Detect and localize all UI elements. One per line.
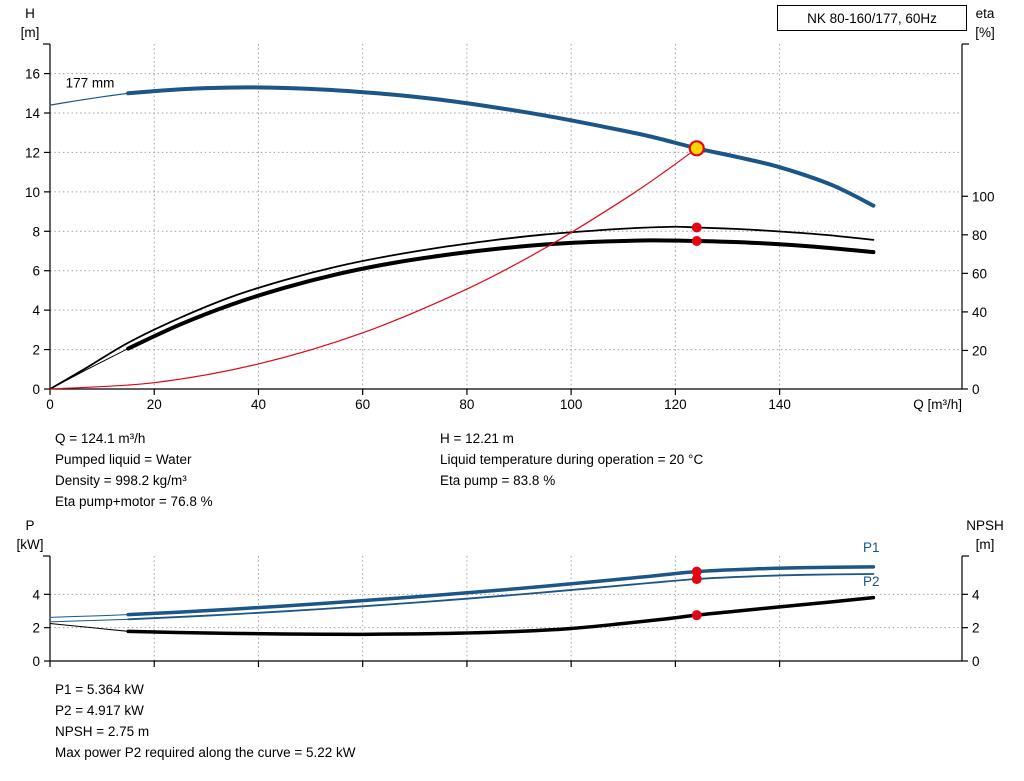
y-right-tick-label: 0 xyxy=(972,654,980,669)
y-left-axis-label: [kW] xyxy=(17,537,44,552)
eta-pump-motor-lead xyxy=(49,348,129,390)
pump-model-title-box: NK 80-160/177, 60Hz xyxy=(777,5,967,31)
y-left-tick-label: 4 xyxy=(32,587,40,602)
head-eta-chart: 0 20 40 60 80 100 120 140 0 2 4 6 8 10 12 14 16 0 20 40 60 80… xyxy=(21,6,995,412)
info-line-eta-total: Eta pump+motor = 76.8 % xyxy=(55,494,213,509)
y-left-tick-label: 14 xyxy=(25,106,41,121)
info-line-head: H = 12.21 m xyxy=(440,431,514,446)
system-curve xyxy=(49,147,698,390)
eta-pump-motor-duty-dot xyxy=(691,235,702,246)
info-line-npsh: NPSH = 2.75 m xyxy=(55,724,150,739)
x-tick-label: 140 xyxy=(768,397,791,412)
info-line-liquid: Pumped liquid = Water xyxy=(55,452,192,467)
impeller-diameter-label: 177 mm xyxy=(66,75,115,90)
y-right-tick-label: 80 xyxy=(972,228,987,243)
p1-curve xyxy=(126,565,876,617)
y-left-axis-label: [m] xyxy=(21,25,40,40)
x-tick-label: 80 xyxy=(459,397,474,412)
p1-label: P1 xyxy=(863,540,880,555)
y-right-tick-label: 40 xyxy=(972,305,987,320)
y-left-axis-label: H xyxy=(25,6,35,21)
y-right-tick-label: 100 xyxy=(972,189,995,204)
y-right-tick-label: 2 xyxy=(972,621,980,636)
y-right-tick-label: 20 xyxy=(972,343,987,358)
operating-point-marker[interactable] xyxy=(688,140,705,157)
x-tick-label: 0 xyxy=(46,397,54,412)
info-line-flow: Q = 124.1 m³/h xyxy=(55,431,146,446)
y-left-axis-label: P xyxy=(25,518,34,533)
head-curve-177mm xyxy=(126,85,876,208)
y-left-tick-label: 2 xyxy=(32,621,40,636)
power-npsh-info: P1 = 5.364 kW P2 = 4.917 kW NPSH = 2.75 … xyxy=(55,679,356,763)
p1-curve-lead xyxy=(49,614,129,618)
x-tick-label: 60 xyxy=(355,397,370,412)
info-line-max-p2: Max power P2 required along the curve = … xyxy=(55,745,356,760)
p2-curve xyxy=(127,573,875,621)
eta-pump-curve xyxy=(49,225,875,390)
x-tick-label: 20 xyxy=(147,397,162,412)
y-left-tick-label: 8 xyxy=(32,224,40,239)
y-left-tick-label: 0 xyxy=(32,382,40,397)
x-tick-label: 100 xyxy=(560,397,583,412)
eta-pump-motor-curve xyxy=(126,238,876,351)
y-right-axis-label: [%] xyxy=(975,25,995,40)
p2-duty-dot xyxy=(691,574,702,585)
power-npsh-chart: 0 2 4 0 2 4 P [kW] NPSH [m] P1 P2 xyxy=(17,518,1004,669)
npsh-curve xyxy=(126,595,876,637)
y-left-tick-label: 16 xyxy=(25,67,40,82)
y-left-tick-label: 10 xyxy=(25,185,40,200)
x-tick-label: 120 xyxy=(664,397,687,412)
y-left-tick-label: 2 xyxy=(32,343,40,358)
x-axis-label: Q [m³/h] xyxy=(913,397,962,412)
info-line-eta-pump: Eta pump = 83.8 % xyxy=(440,473,556,488)
y-left-tick-label: 0 xyxy=(32,654,40,669)
y-left-tick-label: 12 xyxy=(25,145,40,160)
y-right-axis-label: NPSH xyxy=(966,518,1004,533)
pump-model-title: NK 80-160/177, 60Hz xyxy=(807,10,937,26)
info-line-density: Density = 998.2 kg/m³ xyxy=(55,473,187,488)
npsh-duty-dot xyxy=(691,610,702,621)
info-line-p1: P1 = 5.364 kW xyxy=(55,682,144,697)
y-right-axis-label: eta xyxy=(976,6,995,21)
p1-duty-dot xyxy=(691,566,702,577)
y-right-tick-label: 4 xyxy=(972,587,980,602)
duty-point-info-right: H = 12.21 m Liquid temperature during op… xyxy=(440,428,703,491)
head-curve-lead xyxy=(49,92,129,106)
y-right-tick-label: 60 xyxy=(972,266,987,281)
eta-pump-duty-dot xyxy=(691,222,702,233)
y-right-tick-label: 0 xyxy=(972,382,980,397)
p2-label: P2 xyxy=(863,574,880,589)
p2-curve-lead xyxy=(49,618,129,623)
y-right-axis-label: [m] xyxy=(976,537,995,552)
y-left-tick-label: 6 xyxy=(32,264,40,279)
duty-point-info-left: Q = 124.1 m³/h Pumped liquid = Water Den… xyxy=(55,428,213,512)
info-line-temperature: Liquid temperature during operation = 20… xyxy=(440,452,704,467)
npsh-curve-lead xyxy=(49,623,129,632)
info-line-p2: P2 = 4.917 kW xyxy=(55,703,144,718)
y-left-tick-label: 4 xyxy=(32,303,40,318)
x-tick-label: 40 xyxy=(251,397,266,412)
